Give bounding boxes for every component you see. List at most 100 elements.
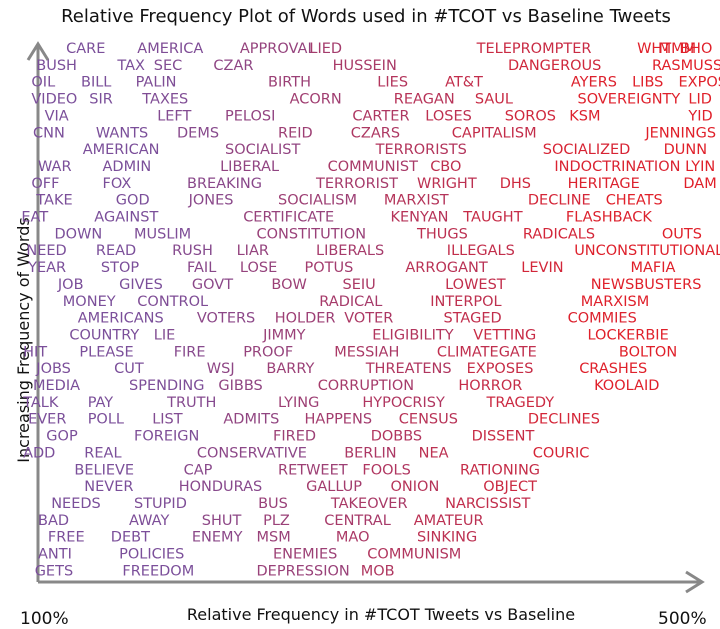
word-label: UNCONSTITUTIONAL — [574, 243, 720, 259]
word-label: BERLIN — [344, 445, 396, 461]
word-label: LYING — [278, 395, 319, 411]
word-label: AGAINST — [94, 210, 158, 226]
word-label: BREAKING — [187, 176, 262, 192]
word-label: MEDIA — [33, 378, 80, 394]
word-label: COMMIES — [568, 311, 637, 327]
word-label: LIBERALS — [316, 243, 384, 259]
word-label: CUT — [114, 361, 144, 377]
word-label: SIR — [89, 92, 113, 108]
word-label: RADICALS — [523, 226, 595, 242]
word-label: HUSSEIN — [333, 58, 397, 74]
word-label: SHUT — [202, 513, 242, 529]
word-label: GOD — [116, 193, 150, 209]
word-label: THUGS — [416, 226, 468, 242]
word-label: LOSES — [425, 108, 472, 124]
word-label: DEPRESSION — [257, 563, 350, 579]
word-label: LOSE — [240, 260, 277, 276]
word-label: VOTERS — [197, 311, 255, 327]
word-label: DISSENT — [472, 429, 535, 445]
word-label: TAXES — [141, 92, 188, 108]
word-label: BHO — [680, 41, 712, 57]
word-label: SOCIALIST — [225, 142, 300, 158]
word-label: JOBS — [35, 361, 71, 377]
word-label: FOREIGN — [134, 429, 199, 445]
word-label: CENSUS — [399, 412, 458, 428]
word-label: HOLDER — [275, 311, 336, 327]
word-label: CONTROL — [137, 294, 208, 310]
word-label: FREE — [48, 530, 85, 546]
word-label: STOP — [101, 260, 139, 276]
word-label: ARROGANT — [405, 260, 487, 276]
word-label: COUNTRY — [69, 328, 139, 344]
word-label: WSJ — [207, 361, 235, 377]
word-label: BUSH — [36, 58, 77, 74]
word-label: CORRUPTION — [318, 378, 414, 394]
word-label: TRUTH — [166, 395, 216, 411]
word-label: KSM — [569, 108, 600, 124]
word-label: MAFIA — [631, 260, 676, 276]
word-label: POTUS — [305, 260, 354, 276]
word-label: LOCKERBIE — [588, 328, 669, 344]
word-label: OFF — [31, 176, 59, 192]
chart-title: Relative Frequency Plot of Words used in… — [61, 6, 671, 27]
word-label: ENEMIES — [273, 547, 337, 563]
word-label: RATIONING — [460, 462, 540, 478]
word-label: PAY — [88, 395, 114, 411]
word-label: CRASHES — [579, 361, 647, 377]
word-label: EVER — [28, 412, 66, 428]
word-label: WANTS — [96, 125, 148, 141]
word-label: EXPOSES — [467, 361, 534, 377]
word-label: CAPITALISM — [452, 125, 537, 141]
word-label: FOX — [103, 176, 132, 192]
word-label: KENYAN — [391, 210, 449, 226]
word-label: CZARS — [351, 125, 400, 141]
word-label: FREEDOM — [122, 563, 194, 579]
word-label: CZAR — [213, 58, 253, 74]
word-label: ADMITS — [223, 412, 279, 428]
word-label: REAL — [84, 445, 121, 461]
word-label: CONSTITUTION — [257, 226, 367, 242]
word-label: MAO — [336, 530, 370, 546]
word-label: PLEASE — [79, 344, 133, 360]
word-label: ENEMY — [192, 530, 243, 546]
word-label: GOP — [46, 429, 78, 445]
word-label: CNN — [33, 125, 65, 141]
word-label: HAPPENS — [305, 412, 373, 428]
x-axis — [38, 570, 705, 594]
word-label: ADMIN — [103, 159, 152, 175]
word-label: MARXISM — [581, 294, 649, 310]
word-label: INDOCTRINATION — [554, 159, 680, 175]
word-label: HYPOCRISY — [362, 395, 445, 411]
word-label: DOWN — [55, 226, 103, 242]
word-label: ELIGIBILITY — [372, 328, 453, 344]
word-label: DOBBS — [371, 429, 422, 445]
word-label: COURIC — [533, 445, 590, 461]
word-label: KOOLAID — [594, 378, 659, 394]
word-label: LIST — [152, 412, 183, 428]
word-label: ONION — [391, 479, 440, 495]
word-label: BELIEVE — [74, 462, 134, 478]
word-label: VIDEO — [31, 92, 77, 108]
word-label: MSM — [257, 530, 291, 546]
word-label: VOTER — [344, 311, 393, 327]
word-label: LIES — [377, 75, 408, 91]
word-label: GALLUP — [306, 479, 362, 495]
word-label: BUS — [258, 496, 288, 512]
word-label: VETTING — [473, 328, 536, 344]
word-label: NEWSBUSTERS — [591, 277, 702, 293]
word-label: CENTRAL — [324, 513, 390, 529]
word-label: NEVER — [84, 479, 133, 495]
word-label: OBJECT — [483, 479, 537, 495]
word-label: SOROS — [505, 108, 556, 124]
word-label: RADICAL — [319, 294, 382, 310]
word-label: DHS — [500, 176, 531, 192]
word-label: LIBS — [632, 75, 663, 91]
word-label: COMMUNISM — [367, 547, 461, 563]
word-label: TALK — [22, 395, 59, 411]
word-label: SAUL — [475, 92, 513, 108]
word-label: PLZ — [263, 513, 290, 529]
word-label: THREATENS — [365, 361, 452, 377]
x-tick-max: 500% — [658, 609, 707, 629]
word-label: ADD — [23, 445, 55, 461]
